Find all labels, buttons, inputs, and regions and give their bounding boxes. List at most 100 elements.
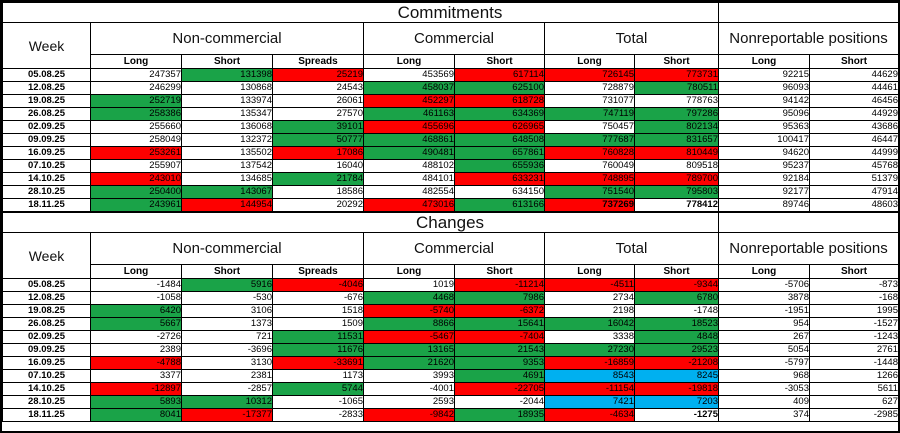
value-cell: 27230 bbox=[544, 343, 635, 357]
week-cell: 18.11.25 bbox=[2, 198, 91, 212]
value-cell: 92177 bbox=[718, 185, 810, 199]
table-row: 05.08.25 247357 131398 25219 453569 617114 726… bbox=[2, 68, 898, 82]
value-cell: 2198 bbox=[544, 304, 635, 318]
group-header-non-commercial: Non-commercial bbox=[90, 22, 364, 55]
value-cell: 21784 bbox=[272, 172, 364, 186]
value-cell: 2734 bbox=[544, 291, 635, 305]
commitments-table: Commitments Week Non-commercial Commercial… bbox=[2, 2, 898, 212]
value-cell: 8245 bbox=[634, 369, 719, 383]
value-cell: 3878 bbox=[718, 291, 810, 305]
value-cell: -5706 bbox=[718, 278, 810, 292]
value-cell: 1518 bbox=[272, 304, 364, 318]
subheader-short: Short bbox=[809, 54, 898, 69]
group-header-total: Total bbox=[544, 22, 719, 55]
value-cell: -1527 bbox=[809, 317, 898, 331]
value-cell: 137542 bbox=[181, 159, 273, 173]
value-cell: 44461 bbox=[809, 81, 898, 95]
week-cell: 28.10.25 bbox=[2, 185, 91, 199]
subheader-long: Long bbox=[718, 264, 810, 279]
value-cell: 2593 bbox=[363, 395, 455, 409]
value-cell: 5916 bbox=[181, 278, 273, 292]
value-cell: -22705 bbox=[454, 382, 545, 396]
value-cell: -7404 bbox=[454, 330, 545, 344]
value-cell: -19818 bbox=[634, 382, 719, 396]
value-cell: -5467 bbox=[363, 330, 455, 344]
value-cell: 5893 bbox=[90, 395, 182, 409]
value-cell: -9344 bbox=[634, 278, 719, 292]
value-cell: 255907 bbox=[90, 159, 182, 173]
table-row: 14.10.25 243010 134685 21784 484101 633231 748… bbox=[2, 172, 898, 186]
value-cell: 634369 bbox=[454, 107, 545, 121]
value-cell: 89746 bbox=[718, 198, 810, 212]
week-column-header: Week bbox=[2, 232, 91, 279]
value-cell: 94620 bbox=[718, 146, 810, 160]
table-row: 19.08.25 6420 3106 1518 -5740 -6372 2198 -1748-… bbox=[2, 304, 898, 318]
value-cell: -3053 bbox=[718, 382, 810, 396]
value-cell: 44999 bbox=[809, 146, 898, 160]
value-cell: 627 bbox=[809, 395, 898, 409]
week-cell: 05.08.25 bbox=[2, 68, 91, 82]
changes-title-side-cell bbox=[718, 212, 898, 233]
value-cell: -11214 bbox=[454, 278, 545, 292]
subheader-long: Long bbox=[544, 264, 635, 279]
table-row: 02.09.25 255660 136068 39101 455696 626965 750… bbox=[2, 120, 898, 134]
value-cell: 777687 bbox=[544, 133, 635, 147]
value-cell: 613166 bbox=[454, 198, 545, 212]
value-cell: 490481 bbox=[363, 146, 455, 160]
table-row: 12.08.25 -1058 -530 -676 4468 7986 2734 6780 387… bbox=[2, 291, 898, 305]
value-cell: 95237 bbox=[718, 159, 810, 173]
table-row: 12.08.25 246299 130868 24543 458037 625100 728… bbox=[2, 81, 898, 95]
value-cell: 802134 bbox=[634, 120, 719, 134]
table-row: 16.09.25 253261 135502 17086 490481 657861 760… bbox=[2, 146, 898, 160]
subheader-short: Short bbox=[181, 264, 273, 279]
group-header-row: Week Non-commercial Commercial Total Nonrepo… bbox=[2, 22, 898, 69]
value-cell: 96093 bbox=[718, 81, 810, 95]
value-cell: 409 bbox=[718, 395, 810, 409]
value-cell: -676 bbox=[272, 291, 364, 305]
value-cell: 7986 bbox=[454, 291, 545, 305]
value-cell: 453569 bbox=[363, 68, 455, 82]
week-cell: 02.09.25 bbox=[2, 120, 91, 134]
value-cell: 134685 bbox=[181, 172, 273, 186]
value-cell: 135347 bbox=[181, 107, 273, 121]
subheader-short: Short bbox=[809, 264, 898, 279]
value-cell: 246299 bbox=[90, 81, 182, 95]
table-row: 18.11.25 8041 -17377 -2833 -9842 18935 -4634 -1… bbox=[2, 408, 898, 422]
week-cell: 05.08.25 bbox=[2, 278, 91, 292]
value-cell: 130868 bbox=[181, 81, 273, 95]
value-cell: -17377 bbox=[181, 408, 273, 422]
group-header-non-commercial: Non-commercial bbox=[90, 232, 364, 265]
value-cell: 452297 bbox=[363, 94, 455, 108]
table-row: 28.10.25 250400 143067 18586 482554 634150 751… bbox=[2, 185, 898, 199]
value-cell: 131398 bbox=[181, 68, 273, 82]
value-cell: -530 bbox=[181, 291, 273, 305]
value-cell: 46447 bbox=[809, 133, 898, 147]
value-cell: 488102 bbox=[363, 159, 455, 173]
value-cell: 45768 bbox=[809, 159, 898, 173]
value-cell: 16040 bbox=[272, 159, 364, 173]
subheader-row: Long Short Spreads Long Short Long Short Long Sh… bbox=[3, 54, 898, 69]
week-cell: 28.10.25 bbox=[2, 395, 91, 409]
value-cell: 737269 bbox=[544, 198, 635, 212]
subheader-long: Long bbox=[544, 54, 635, 69]
value-cell: 1995 bbox=[809, 304, 898, 318]
value-cell: 726145 bbox=[544, 68, 635, 82]
value-cell: 24543 bbox=[272, 81, 364, 95]
value-cell: -2726 bbox=[90, 330, 182, 344]
value-cell: 3130 bbox=[181, 356, 273, 370]
table-row: 18.11.25 243961 144954 20292 473016 613166 737… bbox=[2, 198, 898, 212]
commitments-title: Commitments bbox=[397, 3, 503, 22]
value-cell: 748895 bbox=[544, 172, 635, 186]
subheader-short: Short bbox=[634, 54, 719, 69]
week-column-header: Week bbox=[2, 22, 91, 69]
value-cell: 95363 bbox=[718, 120, 810, 134]
table-row: 07.10.25 3377 2381 1173 3993 4691 8543 8245 968 1… bbox=[2, 369, 898, 383]
value-cell: 4691 bbox=[454, 369, 545, 383]
week-cell: 07.10.25 bbox=[2, 369, 91, 383]
value-cell: 473016 bbox=[363, 198, 455, 212]
value-cell: 135502 bbox=[181, 146, 273, 160]
subheader-long: Long bbox=[90, 54, 182, 69]
value-cell: 655936 bbox=[454, 159, 545, 173]
value-cell: 29523 bbox=[634, 343, 719, 357]
